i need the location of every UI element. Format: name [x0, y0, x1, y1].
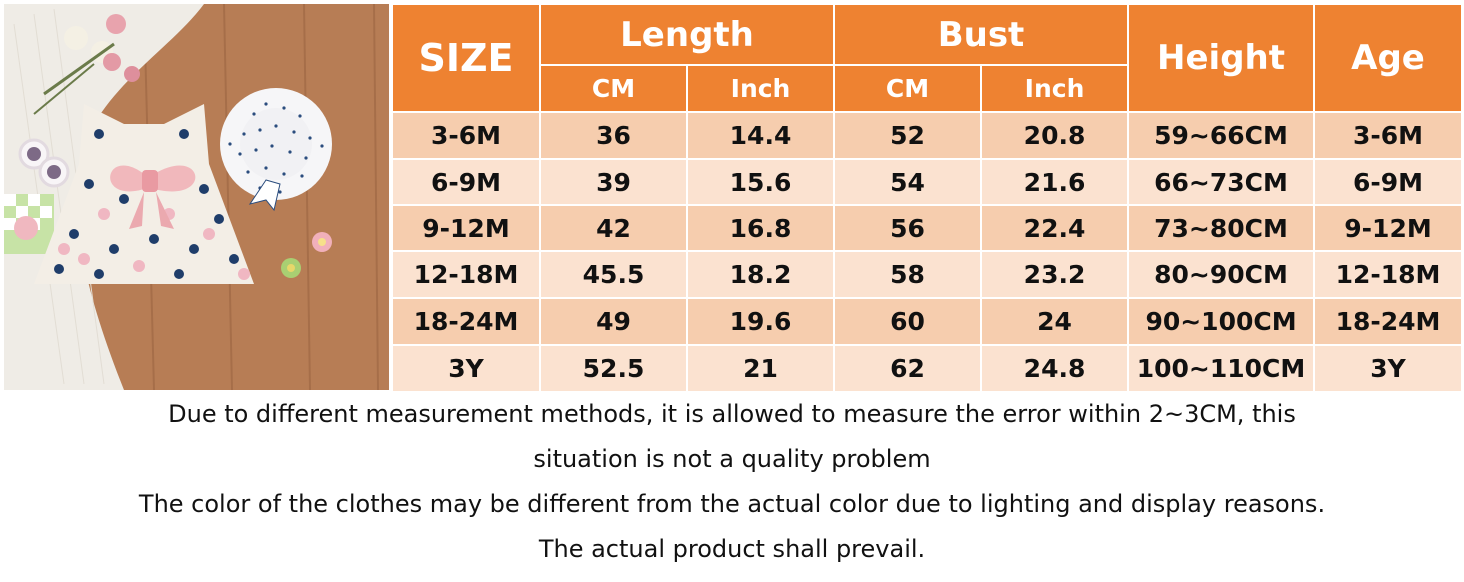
age-header: Age [1313, 3, 1464, 113]
age-cell: 6-9M [1313, 158, 1464, 206]
height-cell: 66~73CM [1127, 158, 1316, 206]
bust-inch-cell: 24.8 [980, 344, 1130, 393]
height-cell: 59~66CM [1127, 111, 1316, 160]
size-cell: 3-6M [391, 111, 541, 160]
product-photo [4, 4, 389, 390]
bust-cm-cell: 62 [833, 344, 983, 393]
height-cell: 90~100CM [1127, 297, 1316, 346]
age-cell: 3-6M [1313, 111, 1464, 160]
note-line-4: The actual product shall prevail. [538, 535, 926, 563]
height-cell: 100~110CM [1127, 344, 1316, 393]
length-inch-cell: 18.2 [685, 250, 836, 299]
bust-inch-cell: 22.4 [980, 204, 1130, 252]
note-line-3: The color of the clothes may be differen… [138, 490, 1326, 518]
bust-cm-header: CM [833, 64, 983, 113]
bust-cm-cell: 58 [833, 250, 983, 299]
age-cell: 3Y [1313, 344, 1464, 393]
size-cell: 6-9M [391, 158, 541, 206]
length-inch-cell: 16.8 [685, 204, 836, 252]
table-row: 18-24M 49 19.6 60 24 90~100CM 18-24M [391, 297, 1464, 346]
age-cell: 12-18M [1313, 250, 1464, 299]
length-cm-header: CM [539, 64, 688, 113]
bust-inch-cell: 24 [980, 297, 1130, 346]
bust-cm-cell: 60 [833, 297, 983, 346]
height-cell: 80~90CM [1127, 250, 1316, 299]
age-cell: 9-12M [1313, 204, 1464, 252]
length-inch-cell: 21 [685, 344, 836, 393]
bust-inch-cell: 23.2 [980, 250, 1130, 299]
table-row: 3-6M 36 14.4 52 20.8 59~66CM 3-6M [391, 111, 1464, 160]
disclaimer-notes: Due to different measurement methods, it… [0, 392, 1464, 572]
bust-cm-cell: 56 [833, 204, 983, 252]
size-cell: 3Y [391, 344, 541, 393]
bust-inch-header: Inch [980, 64, 1130, 113]
bust-cm-cell: 52 [833, 111, 983, 160]
bust-inch-cell: 20.8 [980, 111, 1130, 160]
length-cm-cell: 39 [539, 158, 688, 206]
size-cell: 12-18M [391, 250, 541, 299]
table-row: 3Y 52.5 21 62 24.8 100~110CM 3Y [391, 344, 1464, 393]
table-row: 9-12M 42 16.8 56 22.4 73~80CM 9-12M [391, 204, 1464, 252]
length-inch-cell: 14.4 [685, 111, 836, 160]
height-header: Height [1127, 3, 1316, 113]
length-cm-cell: 52.5 [539, 344, 688, 393]
length-header: Length [538, 3, 836, 66]
table-row: 12-18M 45.5 18.2 58 23.2 80~90CM 12-18M [391, 250, 1464, 299]
bust-cm-cell: 54 [833, 158, 983, 206]
bust-header: Bust [833, 3, 1130, 66]
length-inch-cell: 19.6 [685, 297, 836, 346]
size-header: SIZE [391, 3, 541, 113]
bust-inch-cell: 21.6 [980, 158, 1130, 206]
length-inch-header: Inch [685, 64, 836, 113]
size-cell: 9-12M [391, 204, 541, 252]
size-cell: 18-24M [391, 297, 541, 346]
length-cm-cell: 45.5 [539, 250, 688, 299]
length-cm-cell: 49 [539, 297, 688, 346]
length-inch-cell: 15.6 [685, 158, 836, 206]
note-line-1: Due to different measurement methods, it… [168, 400, 1296, 428]
length-cm-cell: 36 [539, 111, 688, 160]
length-cm-cell: 42 [539, 204, 688, 252]
age-cell: 18-24M [1313, 297, 1464, 346]
table-row: 6-9M 39 15.6 54 21.6 66~73CM 6-9M [391, 158, 1464, 206]
height-cell: 73~80CM [1127, 204, 1316, 252]
size-chart-table: SIZE Length Bust Height Age CM Inch CM I… [391, 3, 1464, 393]
note-line-2: situation is not a quality problem [533, 445, 931, 473]
